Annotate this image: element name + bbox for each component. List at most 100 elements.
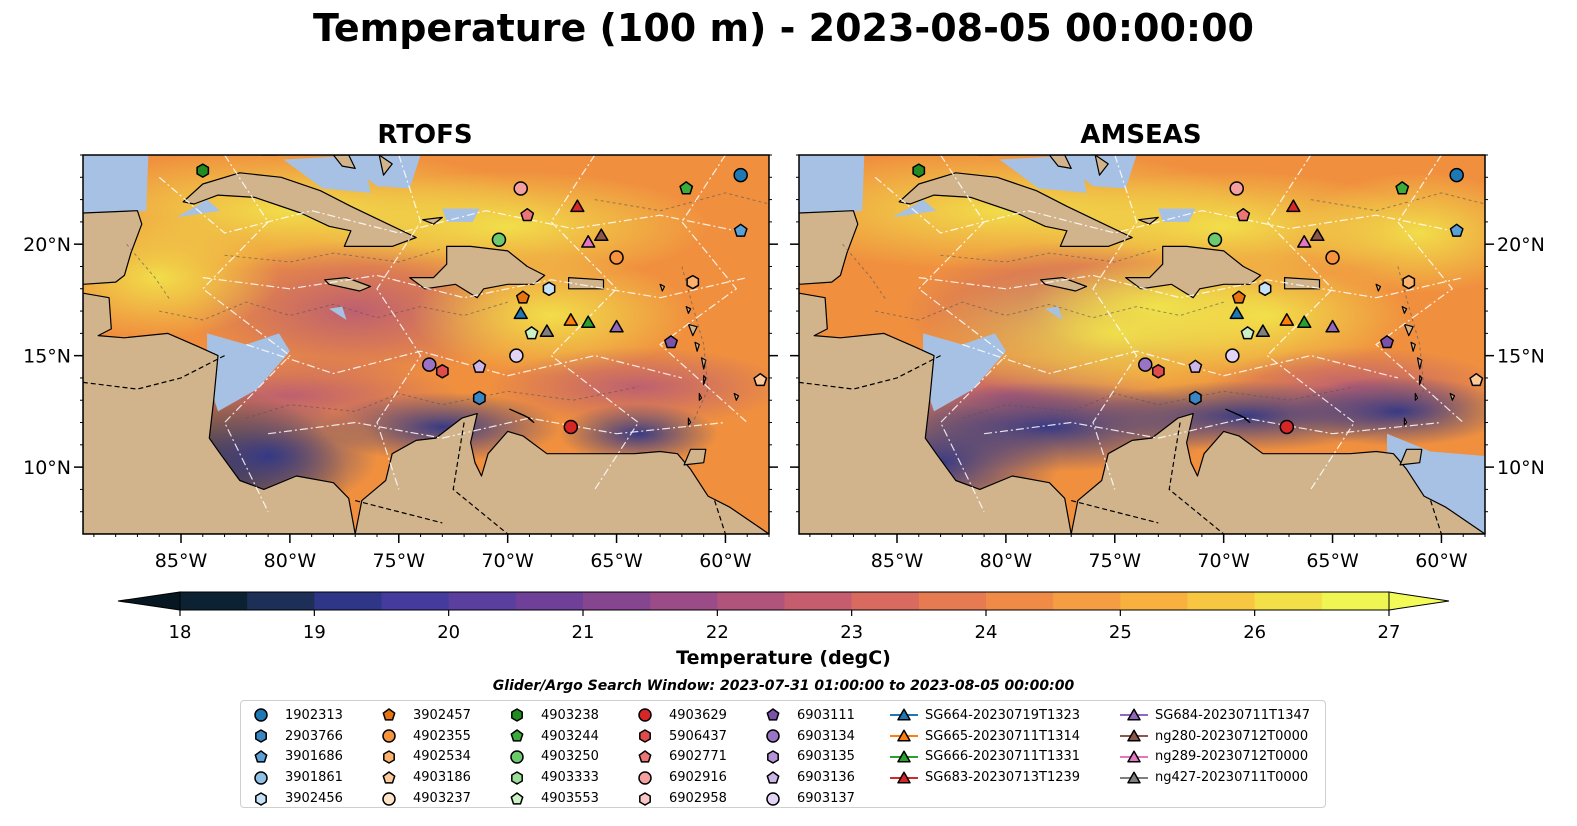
legend-marker (897, 708, 911, 721)
legend-item: 6903111 (763, 705, 855, 726)
legend-marker (638, 771, 652, 785)
circle-marker-icon (510, 750, 524, 764)
platform-marker-ng427-20230711T0000 (1255, 324, 1271, 337)
platform-marker-6902916 (513, 181, 528, 196)
legend-marker (766, 729, 780, 743)
legend-label: 6903135 (797, 749, 855, 765)
legend-marker (254, 708, 268, 723)
platform-marker-6902771 (1236, 207, 1251, 222)
legend-marker (638, 750, 652, 763)
legend-label: 4903237 (413, 791, 471, 807)
legend-item: 4902355 (379, 726, 471, 747)
colorbar-segment (1254, 592, 1323, 610)
triangle-marker-icon (1120, 708, 1148, 721)
legend-label: 2903766 (285, 728, 343, 744)
legend-item: 4903333 (507, 767, 599, 788)
colorbar-tick-label: 21 (572, 622, 595, 643)
legend-label: SG664-20230719T1323 (925, 707, 1081, 723)
triangle-marker-icon (1120, 771, 1148, 784)
map-panel-amseas: 85°W 80°W 75°W 70°W 65°W 60°W 10°N 15°N 20°N (790, 154, 1545, 572)
colorbar-extend-max (1388, 591, 1450, 611)
platform-marker-4903238 (196, 163, 210, 178)
colorbar-segment (1053, 592, 1121, 610)
lon-tick-label: 80°W (980, 550, 1033, 572)
pentagon-marker-icon (510, 729, 524, 742)
legend-marker (897, 729, 911, 742)
legend-column: 3902457 4902355 4902534 4903186 4903237 (379, 705, 471, 809)
triangle-marker-icon (890, 771, 918, 784)
platform-marker-6903134 (1138, 357, 1153, 372)
legend-marker (897, 750, 911, 763)
platform-legend: 1902313 2903766 3901686 3901861 3902456 39024… (240, 700, 1326, 808)
platform-marker-6903136 (1188, 359, 1203, 373)
circle-marker-icon (638, 708, 652, 723)
legend-item: 4903250 (507, 747, 599, 768)
platform-marker-6903111 (1380, 335, 1394, 349)
hexagon-marker-icon (255, 729, 267, 743)
colorbar-tick-label: 24 (975, 622, 998, 643)
platform-marker-4903250 (1207, 232, 1223, 247)
platform-marker-3902456 (1258, 281, 1272, 297)
platform-marker-ng280-20230712T0000 (1310, 228, 1325, 242)
colorbar-segment (1187, 592, 1256, 610)
legend-marker (511, 771, 523, 785)
platform-marker-6903137 (1225, 348, 1240, 363)
circle-marker-icon (382, 791, 396, 806)
legend-item: 6902916 (635, 767, 727, 788)
lat-tick-label: 20°N (23, 234, 71, 256)
legend-marker (766, 771, 780, 784)
platform-marker-4903244 (679, 181, 694, 195)
colorbar-tick-label: 25 (1109, 622, 1132, 643)
platform-marker-6903134 (422, 357, 437, 372)
platform-marker-1902313 (733, 167, 748, 183)
triangle-marker-icon (890, 750, 918, 763)
legend-item: 4903186 (379, 767, 471, 788)
platform-marker-6903136 (472, 359, 487, 373)
platform-marker-3902457 (515, 290, 530, 304)
legend-column: SG684-20230711T1347 ng280-20230712T0000 ng… (1119, 705, 1310, 788)
hexagon-marker-icon (255, 791, 267, 806)
legend-column: 1902313 2903766 3901686 3901861 3902456 (251, 705, 343, 809)
platform-marker-4903238 (912, 163, 926, 178)
legend-item: 6903136 (763, 767, 855, 788)
legend-marker (383, 750, 395, 764)
legend-marker (255, 729, 267, 743)
colorbar-extend-min (117, 591, 181, 611)
legend-label: 4903186 (413, 770, 471, 786)
legend-marker (1127, 771, 1141, 784)
platform-marker-SG664-20230719T1323 (513, 306, 528, 320)
legend-label: SG665-20230711T1314 (925, 728, 1081, 744)
legend-label: 6903134 (797, 728, 855, 744)
platform-marker-4902534 (1402, 274, 1416, 290)
legend-marker (382, 791, 396, 806)
legend-marker (1127, 708, 1141, 721)
legend-item: 3902456 (251, 788, 343, 809)
lon-tick-label: 85°W (155, 550, 208, 572)
legend-item: SG683-20230713T1239 (889, 767, 1080, 788)
legend-marker (254, 771, 268, 785)
legend-marker (255, 791, 267, 806)
hexagon-marker-icon (511, 708, 523, 723)
colorbar-segment (650, 592, 718, 610)
pentagon-marker-icon (638, 750, 652, 763)
platform-marker-SG665-20230711T1314 (1279, 313, 1295, 326)
circle-marker-icon (638, 771, 652, 785)
legend-label: 4903238 (541, 707, 599, 723)
legend-item: SG684-20230711T1347 (1119, 705, 1310, 726)
platform-marker-5906437 (435, 364, 449, 379)
lon-tick-label: 65°W (590, 550, 643, 572)
colorbar-tick-label: 26 (1243, 622, 1266, 643)
legend-item: 4903244 (507, 726, 599, 747)
legend-label: 6903137 (797, 791, 855, 807)
legend-marker (510, 750, 524, 764)
colorbar-tick-label: 22 (706, 622, 729, 643)
colorbar: 18 19 20 21 22 23 24 25 26 27 (117, 591, 1450, 643)
circle-marker-icon (766, 791, 780, 806)
colorbar-tick-label: 27 (1378, 622, 1401, 643)
legend-label: 4903553 (541, 791, 599, 807)
legend-label: 6903111 (797, 707, 855, 723)
hexagon-marker-icon (639, 729, 651, 743)
legend-item: SG664-20230719T1323 (889, 705, 1080, 726)
lat-tick-label: 20°N (1497, 234, 1545, 256)
colorbar-segment (784, 592, 853, 610)
